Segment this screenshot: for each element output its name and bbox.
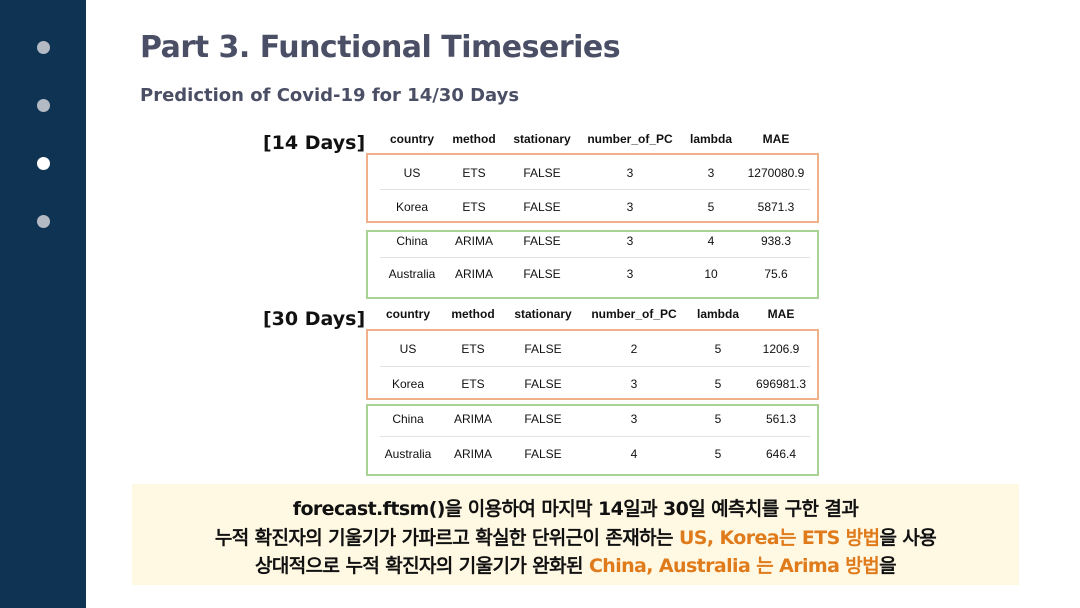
nav-dot-1[interactable] [37,41,50,54]
table30-arima-group [366,404,819,476]
table14-cell-mae: 938.3 [760,234,792,248]
table30-cell-stationary: FALSE [524,377,562,391]
table14-ets-group [366,153,819,223]
table14-cell-lambda: 10 [704,267,718,281]
table14-cell-country: US [403,166,421,180]
table30-cell-method: ETS [461,342,485,356]
table30-cell-mae: 696981.3 [755,377,807,391]
table30-header-mae: MAE [767,307,795,321]
summary-line-3-pre: 상대적으로 누적 확진자의 기울기가 완화된 [255,555,589,577]
page-subtitle: Prediction of Covid-19 for 14/30 Days [140,85,520,106]
table14-cell-stationary: FALSE [523,267,561,281]
table30-cell-lambda: 5 [714,342,722,356]
table30-cell-method: ARIMA [453,412,492,426]
table14-divider [380,189,810,190]
table14-header-method: method [452,132,496,146]
table14-cell-method: ARIMA [454,267,493,281]
table14-header-stationary: stationary [513,132,571,146]
table14-cell-mae: 75.6 [764,267,788,281]
nav-dot-3-active[interactable] [37,157,50,170]
table30-cell-mae: 1206.9 [762,342,800,356]
table14-header-country: country [389,132,434,146]
table30-header-country: country [385,307,430,321]
summary-line-2-post: 을 사용 [879,527,937,549]
table30-cell-method: ARIMA [453,447,492,461]
table14-cell-number-of-pc: 3 [626,200,634,214]
summary-line-3-post: 을 [879,555,896,577]
table14-cell-number-of-pc: 3 [626,234,634,248]
nav-dot-4[interactable] [37,215,50,228]
table30-cell-stationary: FALSE [524,447,562,461]
table14-cell-mae: 5871.3 [757,200,795,214]
table14-cell-number-of-pc: 3 [626,166,634,180]
table14-cell-method: ETS [462,166,486,180]
table14-cell-stationary: FALSE [523,200,561,214]
table14-cell-stationary: FALSE [523,166,561,180]
table30-header-method: method [451,307,495,321]
table14-arima-group [366,230,819,299]
summary-line-1-text: forecast.ftsm()을 이용하여 마지막 14일과 30일 예측치를 … [292,498,859,520]
table14-cell-country: Australia [388,267,436,281]
nav-dot-2[interactable] [37,99,50,112]
summary-line-2: 누적 확진자의 기울기가 가파르고 확실한 단위근이 존재하는 US, Kore… [132,523,1019,550]
table14-divider [380,257,810,258]
table30-cell-stationary: FALSE [524,412,562,426]
table14-cell-lambda: 3 [707,166,715,180]
summary-line-1: forecast.ftsm()을 이용하여 마지막 14일과 30일 예측치를 … [132,494,1019,521]
table30-cell-number-of-pc: 2 [630,342,638,356]
table30-cell-country: Australia [384,447,432,461]
table30-label: [30 Days] [263,308,366,330]
table14-cell-method: ETS [462,200,486,214]
table30-cell-lambda: 5 [714,447,722,461]
table14-header-lambda: lambda [689,132,732,146]
table14-cell-mae: 1270080.9 [747,166,805,180]
table30-cell-country: China [392,412,424,426]
table14-cell-country: China [396,234,428,248]
table30-cell-mae: 646.4 [765,447,797,461]
table30-header-lambda: lambda [696,307,739,321]
table14-cell-method: ARIMA [454,234,493,248]
summary-line-3: 상대적으로 누적 확진자의 기울기가 완화된 China, Australia … [132,551,1019,578]
page-title: Part 3. Functional Timeseries [140,30,621,65]
table30-cell-number-of-pc: 4 [630,447,638,461]
summary-line-2-highlight: US, Korea는 ETS 방법 [678,527,880,549]
table30-cell-lambda: 5 [714,412,722,426]
table30-cell-method: ETS [461,377,485,391]
table30-header-number-of-pc: number_of_PC [591,307,677,321]
summary-line-3-highlight: China, Australia 는 Arima 방법 [588,555,880,577]
table14-header-number-of-pc: number_of_PC [587,132,673,146]
table30-cell-country: US [399,342,417,356]
table30-cell-mae: 561.3 [765,412,797,426]
table14-cell-number-of-pc: 3 [626,267,634,281]
table30-divider [380,366,810,367]
table30-cell-stationary: FALSE [524,342,562,356]
table30-cell-lambda: 5 [714,377,722,391]
table30-cell-number-of-pc: 3 [630,412,638,426]
table14-cell-lambda: 5 [707,200,715,214]
table30-cell-country: Korea [391,377,425,391]
table14-cell-country: Korea [395,200,429,214]
table30-header-stationary: stationary [514,307,572,321]
table14-cell-stationary: FALSE [523,234,561,248]
table14-header-mae: MAE [762,132,790,146]
sidebar [0,0,86,608]
table14-label: [14 Days] [263,132,366,154]
table14-cell-lambda: 4 [707,234,715,248]
table30-ets-group [366,329,819,400]
summary-callout: forecast.ftsm()을 이용하여 마지막 14일과 30일 예측치를 … [132,484,1019,585]
summary-line-2-pre: 누적 확진자의 기울기가 가파르고 확실한 단위근이 존재하는 [214,527,679,549]
table30-cell-number-of-pc: 3 [630,377,638,391]
table30-divider [380,436,810,437]
